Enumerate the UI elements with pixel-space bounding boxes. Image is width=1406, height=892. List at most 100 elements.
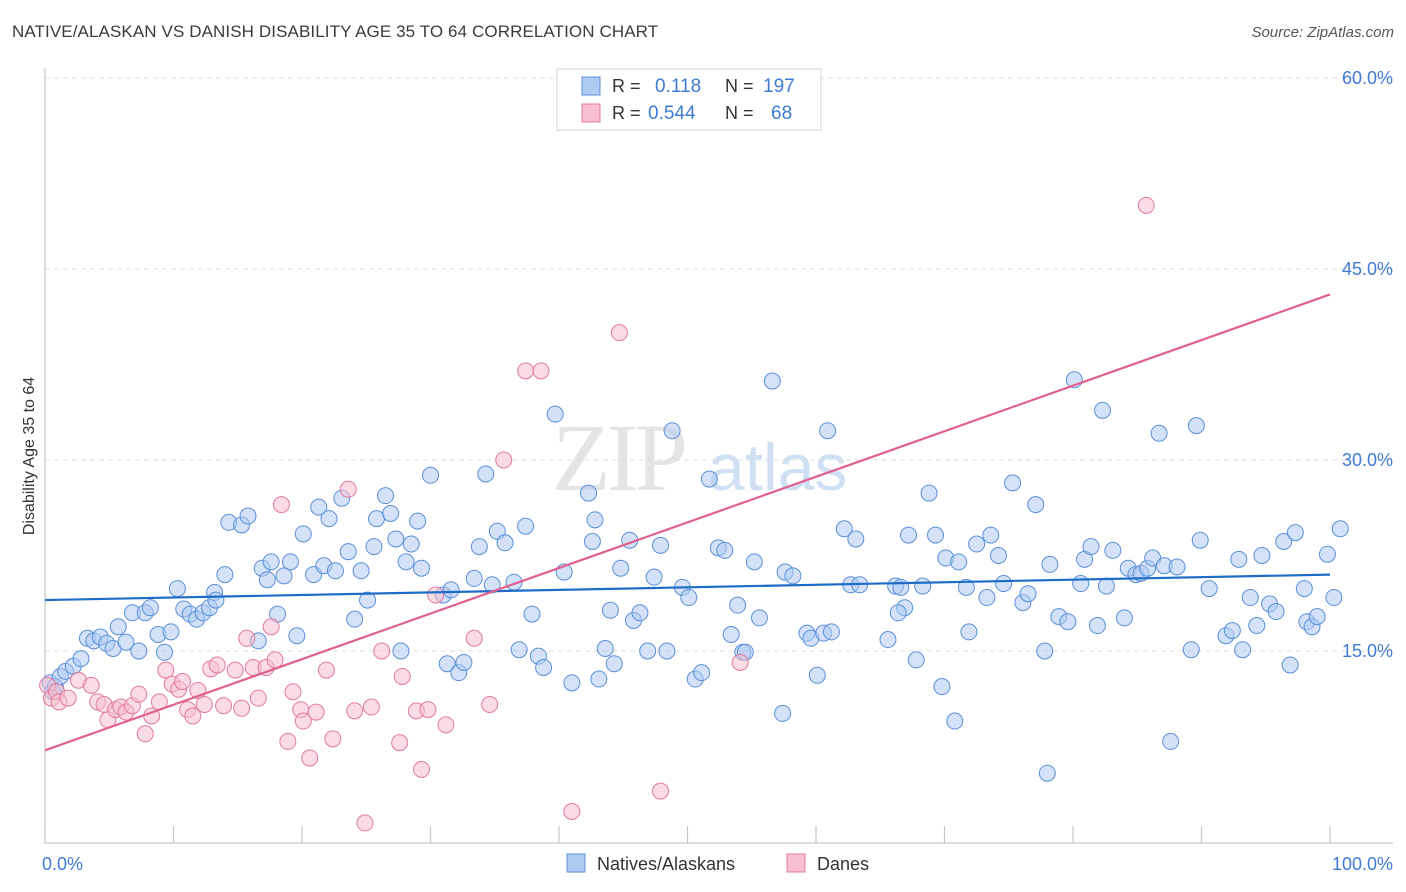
natives-point xyxy=(663,422,681,440)
watermark: ZIP atlas xyxy=(552,404,847,511)
danes-point xyxy=(249,689,267,707)
natives-point xyxy=(359,591,377,609)
natives-point xyxy=(141,599,159,617)
natives-point xyxy=(1295,580,1313,598)
natives-point xyxy=(465,569,483,587)
danes-point xyxy=(517,362,535,380)
y-tick-label: 30.0% xyxy=(1342,450,1393,470)
legend-n-label-natives: N = xyxy=(725,76,754,96)
y-tick-label: 15.0% xyxy=(1342,641,1393,661)
natives-point xyxy=(1286,524,1304,542)
natives-alaskans-points xyxy=(41,371,1349,782)
natives-point xyxy=(645,568,663,586)
natives-point xyxy=(1115,609,1133,627)
danes-point xyxy=(652,782,670,800)
natives-point xyxy=(763,372,781,390)
y-axis-tick-labels: 15.0% 30.0% 45.0% 60.0% xyxy=(1342,68,1393,661)
danes-point xyxy=(157,661,175,679)
natives-point xyxy=(1072,575,1090,593)
natives-point xyxy=(914,577,932,595)
danes-point xyxy=(301,749,319,767)
natives-point xyxy=(365,538,383,556)
natives-point xyxy=(109,618,127,636)
danes-point xyxy=(317,661,335,679)
danes-point xyxy=(563,802,581,820)
natives-point xyxy=(339,543,357,561)
natives-point xyxy=(281,553,299,571)
natives-point xyxy=(72,650,90,668)
natives-point xyxy=(920,484,938,502)
natives-point xyxy=(1097,577,1115,595)
natives-point xyxy=(470,538,488,556)
natives-point xyxy=(387,530,405,548)
natives-point xyxy=(580,484,598,502)
natives-point xyxy=(510,641,528,659)
bottom-legend-swatch-danes xyxy=(786,853,806,873)
natives-point xyxy=(438,655,456,673)
natives-point xyxy=(207,591,225,609)
danes-point xyxy=(226,661,244,679)
natives-point xyxy=(892,578,910,596)
danes-point xyxy=(391,734,409,752)
danes-point xyxy=(284,683,302,701)
natives-point xyxy=(1019,585,1037,603)
natives-point xyxy=(413,559,431,577)
natives-point xyxy=(130,642,148,660)
danes-point xyxy=(465,629,483,647)
chart-title: NATIVE/ALASKAN VS DANISH DISABILITY AGE … xyxy=(12,22,659,41)
natives-point xyxy=(352,562,370,580)
y-axis-label: Disability Age 35 to 64 xyxy=(21,377,38,535)
natives-point xyxy=(1318,545,1336,563)
natives-point xyxy=(262,553,280,571)
danes-point xyxy=(279,732,297,750)
natives-point xyxy=(835,520,853,538)
stats-legend-box xyxy=(556,68,822,131)
natives-point xyxy=(950,553,968,571)
danes-point xyxy=(481,695,499,713)
natives-point xyxy=(1248,617,1266,635)
watermark-atlas: atlas xyxy=(708,430,847,504)
natives-point xyxy=(822,623,840,641)
natives-point xyxy=(117,633,135,651)
danes-point xyxy=(1137,196,1155,214)
natives-point xyxy=(658,642,676,660)
natives-point xyxy=(1267,603,1285,621)
natives-point xyxy=(162,623,180,641)
natives-point xyxy=(310,498,328,516)
natives-point xyxy=(601,601,619,619)
danes-point xyxy=(437,716,455,734)
natives-point xyxy=(1325,589,1343,607)
danes-point xyxy=(215,697,233,715)
source-credit: Source: ZipAtlas.com xyxy=(1251,24,1394,41)
danes-point xyxy=(356,814,374,832)
legend-r-label-danes: R = xyxy=(612,103,641,123)
x-axis-tick-labels: 0.0% 100.0% xyxy=(42,854,1393,874)
natives-point xyxy=(402,535,420,553)
natives-point xyxy=(275,567,293,585)
natives-point xyxy=(1275,532,1293,550)
gridlines xyxy=(45,77,1393,652)
natives-point xyxy=(995,575,1013,593)
natives-point xyxy=(927,526,945,544)
natives-point xyxy=(392,642,410,660)
danes-point xyxy=(373,642,391,660)
bottom-legend-swatch-natives xyxy=(566,853,586,873)
natives-point xyxy=(612,559,630,577)
natives-point xyxy=(1088,617,1106,635)
y-tick-label: 45.0% xyxy=(1342,259,1393,279)
natives-point xyxy=(590,670,608,688)
natives-point xyxy=(1059,613,1077,631)
natives-point xyxy=(156,643,174,661)
natives-point xyxy=(1094,401,1112,419)
natives-point xyxy=(1027,496,1045,514)
natives-point xyxy=(1104,541,1122,559)
natives-point xyxy=(1230,550,1248,568)
trend-lines xyxy=(44,293,1331,752)
natives-point xyxy=(563,674,581,692)
danes-point xyxy=(362,698,380,716)
natives-point xyxy=(879,631,897,649)
natives-point xyxy=(1162,732,1180,750)
natives-point xyxy=(847,530,865,548)
natives-point xyxy=(239,507,257,525)
legend-r-value-danes: 0.544 xyxy=(648,103,696,124)
